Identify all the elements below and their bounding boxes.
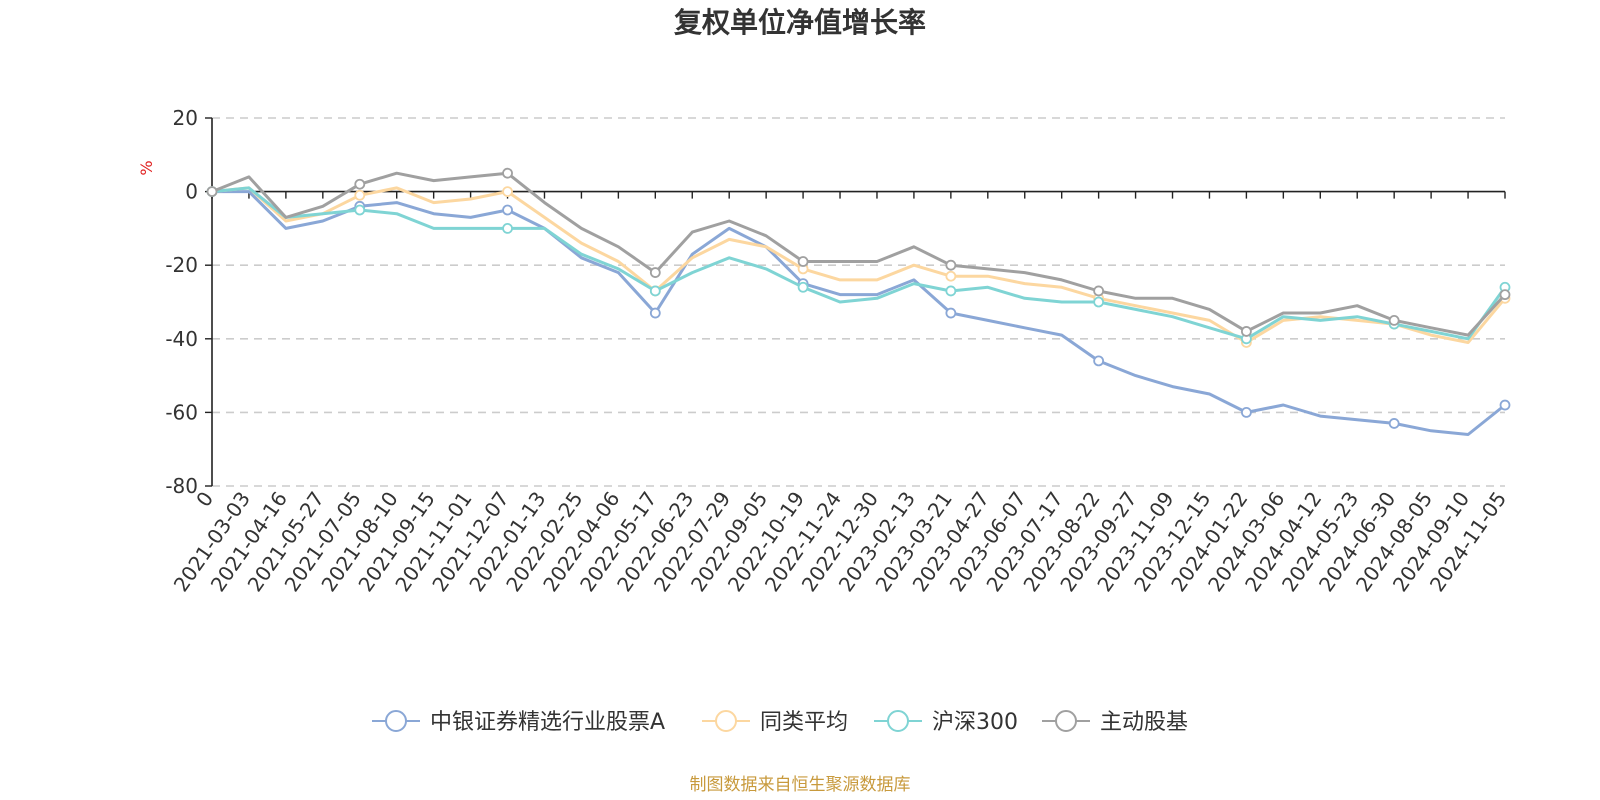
x-axis-tick-label: 0 [191,487,218,511]
legend-circle-icon [715,710,737,732]
data-point [1093,355,1105,367]
data-point [1388,418,1400,429]
legend-item[interactable]: 沪深300 [874,710,1018,735]
data-point [502,186,513,198]
data-point [1241,326,1252,337]
y-axis-tick-label: -80 [165,474,198,498]
legend-label: 同类平均 [760,710,848,735]
data-point [1241,406,1252,418]
legend-item[interactable]: 中银证券精选行业股票A [372,710,665,735]
data-point [649,267,661,278]
legend-circle-icon [1055,710,1077,732]
data-point [649,307,661,319]
data-point [206,186,218,198]
series-line [210,171,1507,337]
data-point [945,270,957,282]
series-group [206,186,1511,348]
data-point [1499,399,1511,411]
legend-label: 中银证券精选行业股票A [430,710,665,735]
data-point [797,281,809,293]
data-point [1093,285,1105,297]
data-point [354,178,366,190]
data-point [945,285,957,297]
data-point [354,189,366,201]
series-group [206,186,1511,436]
data-point [649,285,661,297]
series-line [210,186,1507,341]
axis-layer: 200-20-40-60-8002021-03-032021-04-162021… [165,106,1511,596]
data-point [1093,296,1105,308]
legend-label: 沪深300 [932,710,1018,735]
data-point [797,256,809,267]
data-point [502,167,513,179]
data-point [945,259,957,271]
legend-circle-icon [385,710,407,732]
y-axis-tick-label: -40 [165,327,198,351]
data-source-note: 制图数据来自恒生聚源数据库 [690,775,911,795]
y-axis-unit-label: % [137,160,156,175]
y-axis-tick-label: -20 [165,253,198,277]
y-axis-tick-label: 20 [173,106,198,130]
legend-item[interactable]: 主动股基 [1042,710,1188,735]
legend-item[interactable]: 同类平均 [702,710,848,735]
grid-layer [212,117,1505,487]
data-point [502,222,513,234]
series-layer [206,167,1511,436]
series-group [206,167,1511,337]
legend-circle-icon [887,710,909,732]
data-point [1388,314,1400,326]
series-line [210,190,1507,436]
data-point [502,204,513,216]
data-point [354,204,366,216]
legend-label: 主动股基 [1100,710,1188,735]
y-axis-tick-label: 0 [185,180,198,204]
data-point [1499,289,1511,301]
data-point [945,307,957,319]
series-line [210,186,1507,344]
legend[interactable]: 中银证券精选行业股票A 同类平均 沪深300 主动股基 [372,710,1188,735]
y-axis-tick-label: -60 [165,400,198,424]
chart-title: 复权单位净值增长率 [674,6,926,39]
